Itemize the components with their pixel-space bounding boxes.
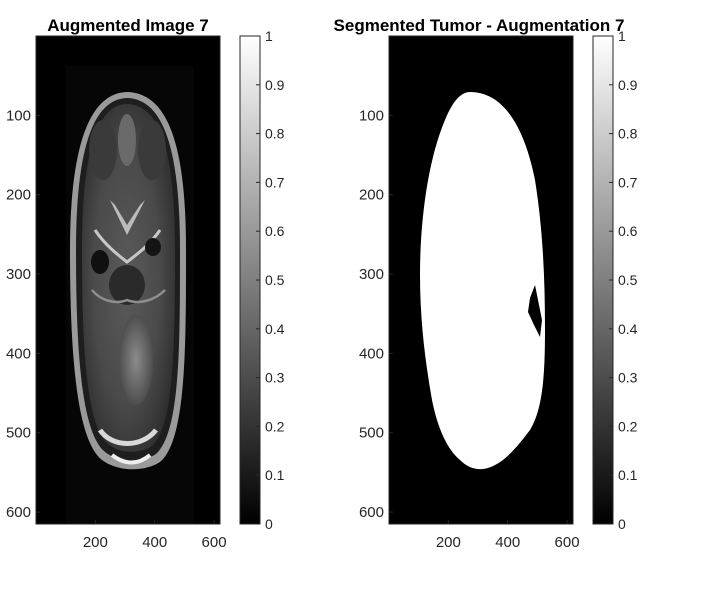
right-x-ticks: 200 400 600 bbox=[436, 520, 580, 551]
x-tick-label: 400 bbox=[495, 534, 520, 551]
y-tick-label: 600 bbox=[6, 504, 31, 521]
colorbar-tick-label: 1 bbox=[265, 28, 273, 44]
colorbar-tick-label: 0.2 bbox=[618, 418, 638, 434]
nasal-region bbox=[118, 114, 136, 166]
right-y-ticks: 100 200 300 400 500 600 bbox=[359, 107, 393, 521]
y-tick-label: 100 bbox=[359, 107, 384, 124]
left-axes-box bbox=[35, 35, 221, 525]
x-tick-label: 400 bbox=[142, 534, 167, 551]
left-x-ticks: 200 400 600 bbox=[83, 520, 227, 551]
right-axes-box bbox=[388, 35, 574, 525]
colorbar-tick-label: 0.7 bbox=[618, 174, 638, 190]
x-tick-label: 200 bbox=[436, 534, 461, 551]
right-temporal-dark bbox=[145, 238, 161, 256]
colorbar-tick-label: 0.4 bbox=[265, 321, 285, 337]
colorbar-tick-label: 0.3 bbox=[618, 370, 638, 386]
left-title: Augmented Image 7 bbox=[47, 16, 209, 35]
right-title: Segmented Tumor - Augmentation 7 bbox=[334, 16, 625, 35]
colorbar-tick-label: 0.1 bbox=[618, 467, 638, 483]
colorbar-tick-label: 0.5 bbox=[265, 272, 285, 288]
x-tick-label: 600 bbox=[555, 534, 580, 551]
brainstem bbox=[109, 265, 145, 305]
colorbar-tick-label: 1 bbox=[618, 28, 626, 44]
colorbar-tick-label: 0.4 bbox=[618, 321, 638, 337]
y-tick-label: 200 bbox=[359, 187, 384, 204]
mri-brain-image bbox=[70, 92, 186, 470]
colorbar-tick-label: 0.8 bbox=[265, 126, 285, 142]
y-tick-label: 500 bbox=[359, 425, 384, 442]
left-orbit bbox=[89, 120, 117, 180]
y-tick-label: 600 bbox=[359, 504, 384, 521]
colorbar-tick-label: 0.9 bbox=[265, 77, 285, 93]
sella-bright bbox=[110, 200, 145, 235]
colorbar-tick-label: 0.1 bbox=[265, 467, 285, 483]
colorbar-tick-label: 0 bbox=[265, 516, 273, 532]
y-tick-label: 300 bbox=[359, 266, 384, 283]
left-panel: Augmented Image 7 bbox=[6, 16, 285, 551]
y-tick-label: 200 bbox=[6, 187, 31, 204]
colorbar-tick-label: 0.7 bbox=[265, 174, 285, 190]
right-colorbar-ticks: 0 0.1 0.2 0.3 0.4 0.5 0.6 0.7 0.8 0.9 1 bbox=[609, 28, 638, 532]
x-tick-label: 600 bbox=[202, 534, 227, 551]
colorbar-tick-label: 0 bbox=[618, 516, 626, 532]
occipital-bright-rim bbox=[97, 428, 158, 446]
tentorium-edge bbox=[91, 289, 166, 304]
colorbar-tick-label: 0.5 bbox=[618, 272, 638, 288]
left-temporal-dark bbox=[91, 250, 109, 274]
colorbar-tick-label: 0.6 bbox=[618, 223, 638, 239]
colorbar-tick-label: 0.6 bbox=[265, 223, 285, 239]
y-tick-label: 400 bbox=[6, 345, 31, 362]
right-orbit bbox=[138, 120, 166, 180]
colorbar-tick-label: 0.8 bbox=[618, 126, 638, 142]
segmentation-mask bbox=[420, 92, 545, 470]
right-panel: Segmented Tumor - Augmentation 7 200 400 6… bbox=[334, 16, 638, 551]
mask-notch bbox=[528, 285, 542, 337]
lesion-region bbox=[119, 315, 153, 405]
occipital-bright-rim-outer bbox=[110, 453, 152, 465]
x-tick-label: 200 bbox=[83, 534, 108, 551]
y-tick-label: 300 bbox=[6, 266, 31, 283]
y-tick-label: 100 bbox=[6, 107, 31, 124]
colorbar-tick-label: 0.9 bbox=[618, 77, 638, 93]
left-y-ticks: 100 200 300 400 500 600 bbox=[6, 107, 40, 521]
colorbar-tick-label: 0.2 bbox=[265, 418, 285, 434]
y-tick-label: 400 bbox=[359, 345, 384, 362]
left-colorbar-ticks: 0 0.1 0.2 0.3 0.4 0.5 0.6 0.7 0.8 0.9 1 bbox=[256, 28, 285, 532]
y-tick-label: 500 bbox=[6, 425, 31, 442]
colorbar-tick-label: 0.3 bbox=[265, 370, 285, 386]
